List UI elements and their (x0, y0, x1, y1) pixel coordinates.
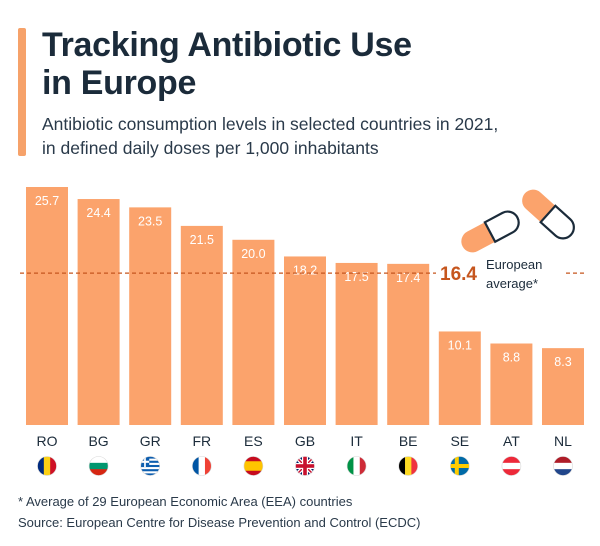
flag-outline (88, 456, 109, 476)
bar-IT (335, 262, 378, 425)
bar-ES (232, 239, 275, 425)
bar-AT (490, 343, 533, 425)
bar-SE (438, 331, 481, 425)
category-label: RO (37, 433, 58, 449)
category-label: NL (554, 433, 572, 449)
category-label: AT (503, 433, 520, 449)
category-label: SE (450, 433, 469, 449)
pill-capsule-icon (461, 210, 520, 253)
subtitle-line-2: in defined daily doses per 1,000 inhabit… (42, 138, 379, 158)
bar-FR (180, 225, 223, 425)
chart-title: Tracking Antibiotic Use in Europe (42, 26, 412, 102)
flag-bulgaria-icon (89, 456, 109, 476)
bar-value-label: 25.7 (35, 194, 59, 208)
subtitle-line-1: Antibiotic consumption levels in selecte… (42, 114, 499, 134)
bar-value-label: 17.5 (344, 270, 368, 284)
flag-greece-icon (140, 456, 160, 476)
bar-RO (26, 187, 68, 425)
bar-value-label: 20.0 (241, 247, 265, 261)
category-label: GR (140, 433, 161, 449)
flag-france-icon (192, 456, 212, 476)
flag-outline (243, 456, 264, 476)
chart-subtitle: Antibiotic consumption levels in selecte… (42, 112, 498, 160)
bar-value-label: 21.5 (190, 233, 214, 247)
footnote-average-note: * Average of 29 European Economic Area (… (18, 494, 353, 509)
average-label-background (436, 259, 566, 304)
bar-BG (77, 199, 120, 425)
flag-uk-icon (295, 456, 315, 476)
title-line-1: Tracking Antibiotic Use (42, 26, 412, 64)
bar-GR (129, 207, 172, 425)
bar-value-label: 18.2 (293, 263, 317, 277)
flag-outline (192, 456, 212, 476)
flag-outline (398, 456, 419, 476)
flag-outline (346, 456, 367, 476)
category-label: FR (192, 433, 211, 449)
bar-value-label: 24.4 (86, 206, 110, 220)
footnote: * Average of 29 European Economic Area (… (18, 491, 420, 533)
category-label: BG (88, 433, 108, 449)
bar-value-label: 10.1 (448, 338, 472, 352)
bar-value-label: 8.3 (554, 355, 571, 369)
bar-GB (284, 256, 326, 425)
flag-outline (553, 456, 573, 476)
flag-belgium-icon (398, 456, 418, 476)
title-accent-bar (18, 28, 26, 156)
category-label: GB (295, 433, 315, 449)
average-label-line-2: average* (486, 276, 538, 291)
title-line-2: in Europe (42, 64, 197, 102)
flag-outline (140, 456, 160, 476)
bar-value-label: 23.5 (138, 214, 162, 228)
flag-austria-icon (501, 456, 521, 476)
flag-netherlands-icon (553, 456, 573, 476)
flag-outline (37, 456, 57, 476)
flag-outline (295, 456, 315, 476)
average-label-line-1: European (486, 257, 542, 272)
category-label: ES (244, 433, 263, 449)
average-value-label: 16.4 (440, 264, 477, 285)
bar-value-label: 8.8 (503, 351, 520, 365)
source-note: Source: European Centre for Disease Prev… (18, 515, 421, 530)
bar-chart: 25.7 RO 24.4 BG 23.5 GR 21.5 FR 20.0 ES 18.2 GB 17.5… (20, 187, 585, 476)
bar-value-label: 17.4 (396, 271, 420, 285)
category-label: IT (350, 433, 363, 449)
flag-sweden-icon (450, 456, 470, 476)
flag-italy-icon (347, 456, 367, 476)
bar-NL (542, 348, 584, 425)
category-label: BE (399, 433, 418, 449)
pill-capsule-icon (522, 189, 575, 240)
flag-outline (501, 456, 522, 476)
bar-BE (387, 263, 430, 425)
flag-outline (449, 456, 470, 476)
flag-romania-icon (37, 456, 57, 476)
flag-spain-icon (243, 456, 263, 476)
